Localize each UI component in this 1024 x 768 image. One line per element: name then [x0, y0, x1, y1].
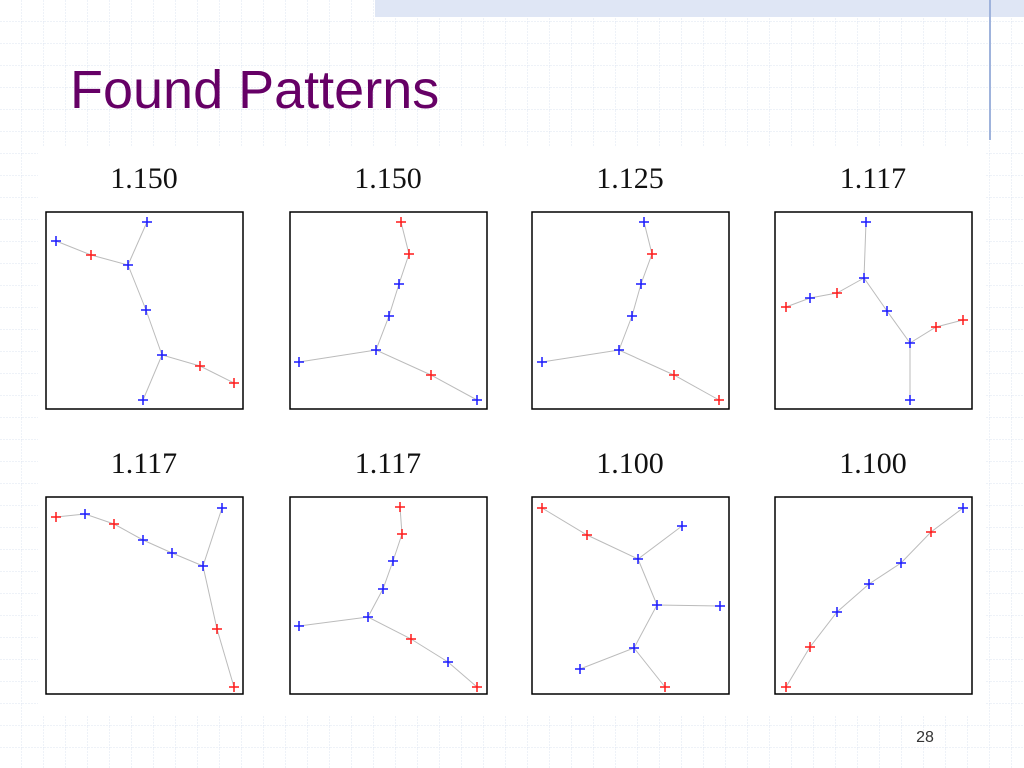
edge: [863, 221, 964, 344]
pattern-score: 1.100: [839, 447, 907, 480]
node: [926, 527, 936, 537]
node: [198, 561, 208, 571]
node: [378, 584, 388, 594]
pattern-box: [289, 211, 488, 410]
node: [138, 535, 148, 545]
node: [294, 621, 304, 631]
node: [805, 293, 815, 303]
pattern-score: 1.100: [596, 447, 664, 480]
node: [575, 664, 585, 674]
node: [931, 322, 941, 332]
node: [167, 548, 177, 558]
pattern-score: 1.117: [840, 162, 906, 195]
node: [86, 250, 96, 260]
node: [51, 236, 61, 246]
pattern-box: [774, 211, 973, 410]
node: [141, 305, 151, 315]
node: [472, 682, 482, 692]
node: [195, 361, 205, 371]
edge: [633, 647, 666, 688]
node: [832, 288, 842, 298]
node: [384, 311, 394, 321]
node: [647, 249, 657, 259]
node: [80, 509, 90, 519]
pattern-box: [531, 496, 730, 695]
node: [396, 217, 406, 227]
node: [472, 395, 482, 405]
node: [394, 279, 404, 289]
node: [958, 503, 968, 513]
pattern-score: 1.117: [355, 447, 421, 480]
node: [805, 642, 815, 652]
node: [388, 556, 398, 566]
node: [636, 279, 646, 289]
node: [229, 682, 239, 692]
edge: [785, 277, 865, 308]
node: [109, 519, 119, 529]
node: [781, 302, 791, 312]
node: [660, 682, 670, 692]
node: [404, 249, 414, 259]
node: [363, 612, 373, 622]
node: [677, 521, 687, 531]
pattern-score: 1.150: [110, 162, 178, 195]
node: [861, 217, 871, 227]
node: [614, 345, 624, 355]
node: [715, 601, 725, 611]
node: [958, 315, 968, 325]
node: [905, 338, 915, 348]
node: [882, 306, 892, 316]
pattern-score: 1.150: [354, 162, 422, 195]
node: [582, 530, 592, 540]
node: [629, 643, 639, 653]
node: [669, 370, 679, 380]
node: [627, 311, 637, 321]
node: [426, 370, 436, 380]
node: [142, 217, 152, 227]
edge: [298, 349, 478, 401]
node: [371, 345, 381, 355]
node: [217, 503, 227, 513]
node: [212, 624, 222, 634]
node: [537, 503, 547, 513]
node: [714, 395, 724, 405]
top-band: [375, 0, 1024, 17]
node: [229, 378, 239, 388]
edge: [127, 221, 148, 266]
node: [864, 579, 874, 589]
node: [537, 357, 547, 367]
node: [896, 558, 906, 568]
node: [905, 395, 915, 405]
pattern-box: [45, 496, 244, 695]
node: [294, 357, 304, 367]
node: [397, 529, 407, 539]
node: [639, 217, 649, 227]
node: [395, 502, 405, 512]
node: [406, 634, 416, 644]
pattern-box: [531, 211, 730, 410]
pattern-box: [774, 496, 973, 695]
edge: [142, 354, 163, 401]
slide-title: Found Patterns: [70, 60, 439, 120]
node: [832, 607, 842, 617]
node: [123, 260, 133, 270]
page-number: 28: [916, 729, 934, 746]
edge: [541, 349, 720, 401]
node: [652, 600, 662, 610]
pattern-score: 1.125: [596, 162, 664, 195]
node: [157, 350, 167, 360]
panels: 1.150 1.150 1.125 1.117 1.117 1.117 1.100 1.100: [45, 162, 973, 695]
node: [781, 682, 791, 692]
node: [443, 657, 453, 667]
edge: [541, 507, 683, 560]
edge: [202, 507, 223, 567]
pattern-box: [289, 496, 488, 695]
node: [51, 512, 61, 522]
node: [859, 273, 869, 283]
node: [633, 554, 643, 564]
node: [138, 395, 148, 405]
pattern-score: 1.117: [111, 447, 177, 480]
